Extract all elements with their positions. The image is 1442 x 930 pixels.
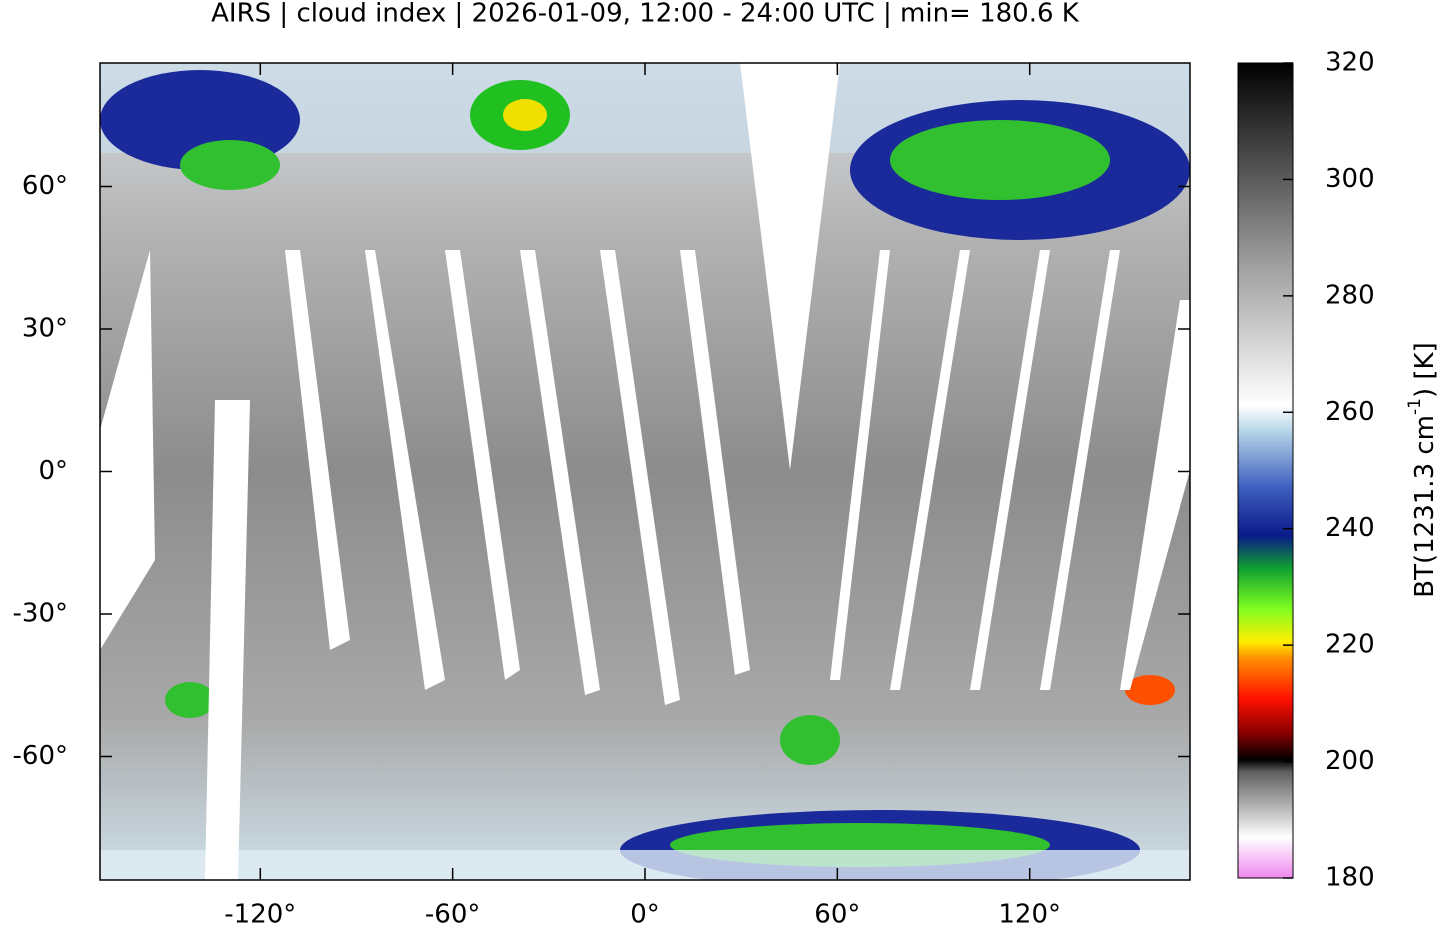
x-tick-label: -60°	[425, 900, 480, 930]
chart-title: AIRS | cloud index | 2026-01-09, 12:00 -…	[211, 0, 1080, 29]
x-tick-label: -120°	[224, 900, 296, 930]
y-tick-label: -60°	[13, 741, 68, 771]
colorbar-label-text: ) [K]	[1410, 342, 1440, 398]
colorbar-tick-label: 280	[1325, 280, 1375, 310]
map-image	[100, 63, 1190, 880]
x-tick-label: 0°	[630, 900, 660, 930]
colorbar-tick-label: 320	[1325, 48, 1375, 78]
y-tick-label: 0°	[38, 456, 68, 486]
colorbar-tick-label: 220	[1325, 630, 1375, 660]
colorbar-tick-label: 200	[1325, 746, 1375, 776]
y-tick-label: -30°	[13, 599, 68, 629]
colorbar	[1237, 62, 1294, 879]
colorbar-label: BT(1231.3 cm-1) [K]	[1405, 342, 1440, 597]
colorbar-tick-label: 180	[1325, 863, 1375, 893]
y-tick-label: 60°	[22, 171, 68, 201]
colorbar-tick-label: 300	[1325, 164, 1375, 194]
colorbar-tick-label: 260	[1325, 397, 1375, 427]
x-tick-label: 120°	[998, 900, 1061, 930]
x-tick-label: 60°	[814, 900, 860, 930]
colorbar-label-sup: -1	[1405, 398, 1425, 415]
y-tick-label: 30°	[22, 314, 68, 344]
colorbar-tick-label: 240	[1325, 513, 1375, 543]
colorbar-label-text: BT(1231.3 cm	[1410, 415, 1440, 598]
